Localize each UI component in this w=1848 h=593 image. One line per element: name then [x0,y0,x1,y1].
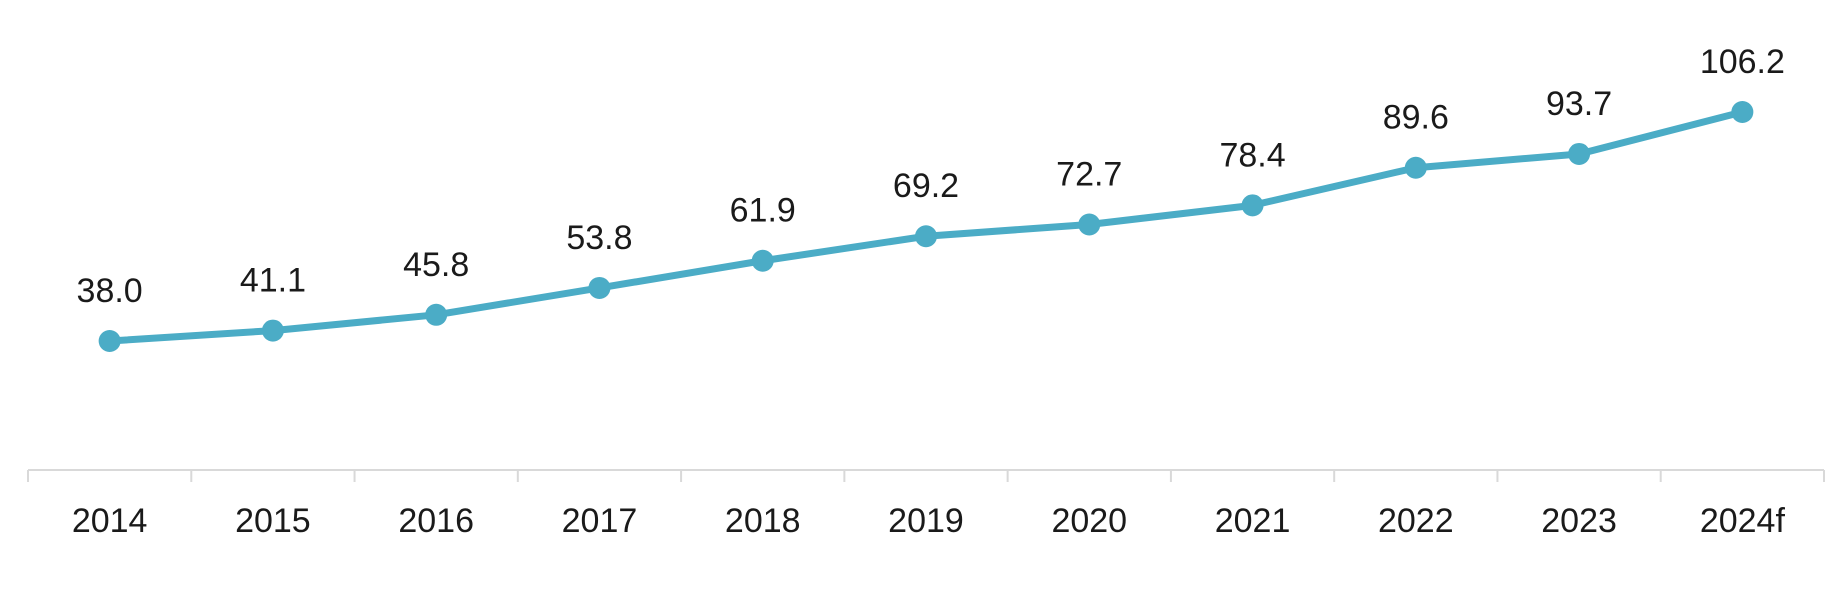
data-point-2018 [751,249,774,272]
data-label-2017: 53.8 [566,219,632,257]
data-label-2024f: 106.2 [1700,43,1785,81]
x-axis [27,469,1825,482]
data-label-2023: 93.7 [1546,85,1612,123]
data-label-2021: 78.4 [1219,136,1285,174]
data-point-2023 [1568,142,1591,165]
x-tick-label-2019: 2019 [888,502,964,540]
data-point-2014 [98,330,121,352]
x-tick-label-2018: 2018 [725,502,801,540]
x-tick-label-2014: 2014 [72,502,148,540]
series-points-group [98,101,1754,352]
x-tick-label-2023: 2023 [1541,502,1617,540]
x-tick-label-2017: 2017 [562,502,638,540]
x-tick-label-2015: 2015 [235,502,311,540]
x-tick-label-2016: 2016 [398,502,474,540]
data-point-2021 [1241,194,1264,217]
data-label-2022: 89.6 [1383,99,1449,137]
x-tick-label-2020: 2020 [1051,502,1127,540]
data-label-2018: 61.9 [730,192,796,230]
data-label-2016: 45.8 [403,246,469,284]
x-tick-label-2024f: 2024f [1700,502,1786,540]
x-tick-label-2022: 2022 [1378,502,1454,540]
data-label-2015: 41.1 [240,262,306,300]
data-point-2020 [1078,213,1101,236]
data-label-2014: 38.0 [77,272,143,310]
data-label-2019: 69.2 [893,167,959,205]
data-point-2016 [425,303,448,326]
data-point-2017 [588,276,611,299]
data-point-2015 [261,319,284,342]
data-labels-group: 38.0 41.1 45.8 53.8 61.9 69.2 72.7 78.4 89.6 93.7… [77,43,1785,310]
data-point-2024f [1731,101,1754,123]
x-tick-label-2021: 2021 [1215,502,1291,540]
data-point-2019 [915,225,937,248]
data-point-2022 [1404,156,1427,179]
data-label-2020: 72.7 [1056,155,1122,193]
x-tick-labels-group: 2014 2015 2016 2017 2018 2019 2020 2021 2022 2023… [72,502,1786,540]
